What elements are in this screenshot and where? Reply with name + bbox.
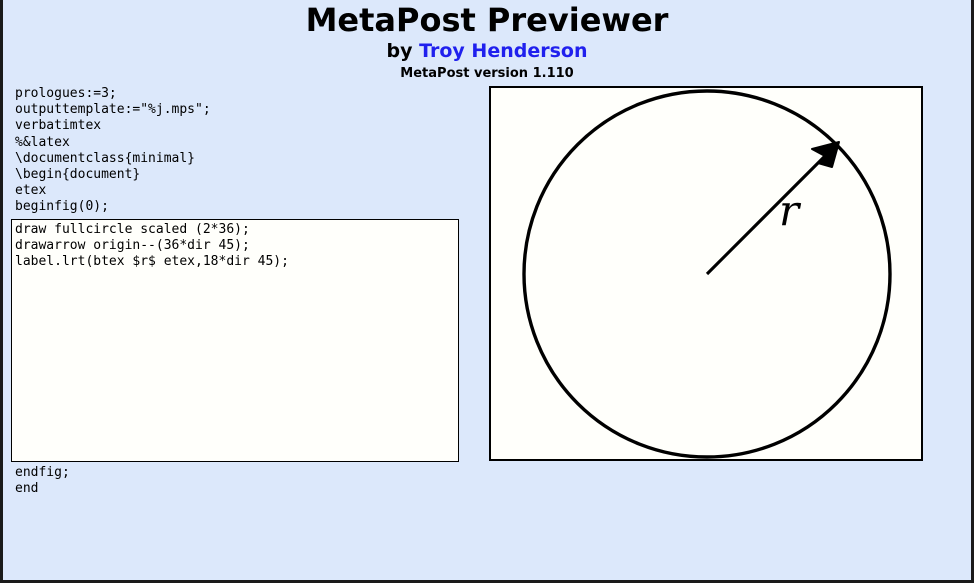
author-link[interactable]: Troy Henderson bbox=[419, 40, 588, 62]
postamble-code: endfig; end bbox=[15, 464, 70, 496]
page-title: MetaPost Previewer bbox=[305, 1, 669, 39]
version-label: MetaPost version 1.110 bbox=[400, 66, 574, 81]
figure-circle bbox=[522, 89, 892, 459]
editor-column: prologues:=3; outputtemplate:="%j.mps"; … bbox=[11, 86, 471, 497]
control-bar: Preview SVG PNG Addons Reset View Log Po… bbox=[3, 519, 971, 577]
code-editor-textarea[interactable] bbox=[11, 218, 459, 462]
preamble-code: prologues:=3; outputtemplate:="%j.mps"; … bbox=[15, 86, 211, 215]
metapost-figure: r bbox=[491, 88, 921, 459]
figure-preview-panel[interactable]: r bbox=[489, 86, 923, 461]
figure-canvas bbox=[491, 88, 921, 459]
figure-radius-line bbox=[705, 145, 836, 276]
byline-prefix: by bbox=[386, 40, 420, 62]
figure-arrowhead bbox=[811, 141, 840, 168]
figure-label-r: r bbox=[779, 186, 802, 235]
page-header: MetaPost Previewer by Troy Henderson Met… bbox=[3, 0, 971, 82]
byline: by Troy Henderson bbox=[3, 38, 971, 63]
